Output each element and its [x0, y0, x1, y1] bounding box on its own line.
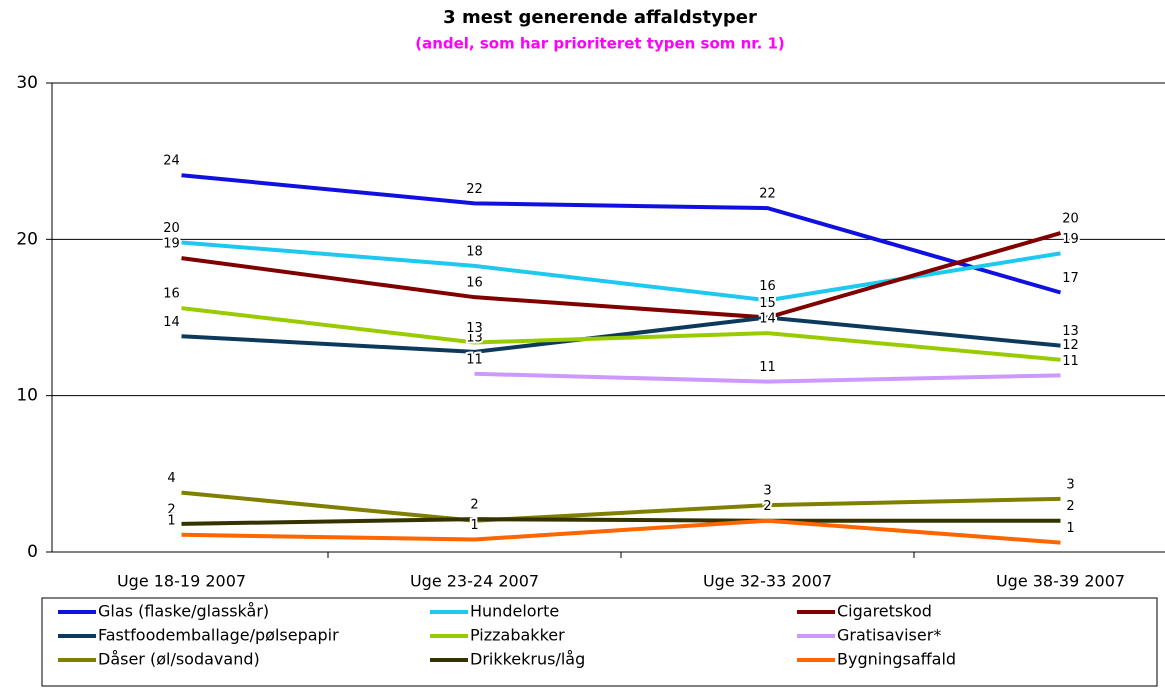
- data-label: 18: [466, 244, 483, 259]
- data-label: 15: [759, 296, 776, 311]
- data-label: 2: [470, 498, 478, 513]
- data-label: 20: [163, 221, 180, 236]
- chart-subtitle: (andel, som har prioriteret typen som nr…: [415, 35, 785, 53]
- data-label: 24: [163, 154, 180, 169]
- y-tick-label: 10: [16, 386, 38, 406]
- data-label: 15: [759, 296, 776, 311]
- y-tick-label: 20: [16, 229, 38, 249]
- legend-label: Pizzabakker: [470, 626, 565, 645]
- data-label: 16: [163, 287, 180, 302]
- data-label: 1: [1066, 521, 1074, 536]
- series-line: [181, 518, 1061, 545]
- data-label: 16: [466, 276, 483, 291]
- legend-label: Cigaretskod: [837, 602, 932, 621]
- data-label: 1: [470, 518, 478, 533]
- series-line: [474, 371, 1061, 384]
- data-label: 13: [1062, 324, 1079, 339]
- series-line: [181, 173, 1062, 295]
- legend-label: Hundelorte: [470, 602, 559, 621]
- data-label: 2: [763, 499, 771, 514]
- chart-title: 3 mest generende affaldstyper: [443, 7, 757, 28]
- data-label: 19: [1062, 232, 1079, 247]
- data-label: 2: [167, 502, 175, 517]
- y-tick-label: 30: [16, 73, 38, 93]
- x-tick-label: Uge 18-19 2007: [117, 572, 246, 591]
- data-label: 3: [763, 484, 771, 499]
- legend-label: Gratisaviser*: [837, 626, 941, 645]
- series-line: [181, 306, 1061, 362]
- data-label: 17: [1062, 271, 1079, 286]
- x-tick-label: Uge 32-33 2007: [703, 572, 832, 591]
- data-label: 19: [163, 237, 180, 252]
- data-label: 11: [466, 352, 483, 367]
- data-label: 22: [466, 182, 483, 197]
- data-label: 13: [466, 330, 483, 345]
- y-tick-label: 0: [27, 542, 38, 562]
- data-label: 20: [1062, 212, 1079, 227]
- legend-box: [41, 597, 1158, 687]
- series-line: [181, 517, 1061, 526]
- data-label: 3: [1066, 477, 1074, 492]
- series-line: [181, 490, 1061, 523]
- data-label: 4: [167, 471, 175, 486]
- data-label: 11: [759, 360, 776, 375]
- data-label: 2: [763, 499, 771, 514]
- data-label: 2: [470, 499, 478, 514]
- legend-label: Fastfoodemballage/pølsepapir: [98, 626, 339, 645]
- data-label: 2: [1066, 499, 1074, 514]
- data-label: 13: [466, 321, 483, 336]
- data-label: 16: [759, 279, 776, 294]
- data-label: 1: [167, 513, 175, 528]
- data-label: 12: [1062, 338, 1079, 353]
- data-label: 14: [163, 315, 180, 330]
- legend-label: Drikkekrus/låg: [470, 650, 585, 669]
- x-tick-label: Uge 38-39 2007: [996, 572, 1125, 591]
- data-label: 11: [1062, 354, 1079, 369]
- series-line: [181, 231, 1062, 320]
- legend-label: Glas (flaske/glasskår): [98, 602, 269, 621]
- data-label: 14: [759, 312, 776, 327]
- data-label: 22: [759, 187, 776, 202]
- legend-label: Bygningsaffald: [837, 650, 956, 669]
- x-tick-label: Uge 23-24 2007: [410, 572, 539, 591]
- series-line: [181, 315, 1061, 354]
- legend-label: Dåser (øl/sodavand): [98, 650, 260, 669]
